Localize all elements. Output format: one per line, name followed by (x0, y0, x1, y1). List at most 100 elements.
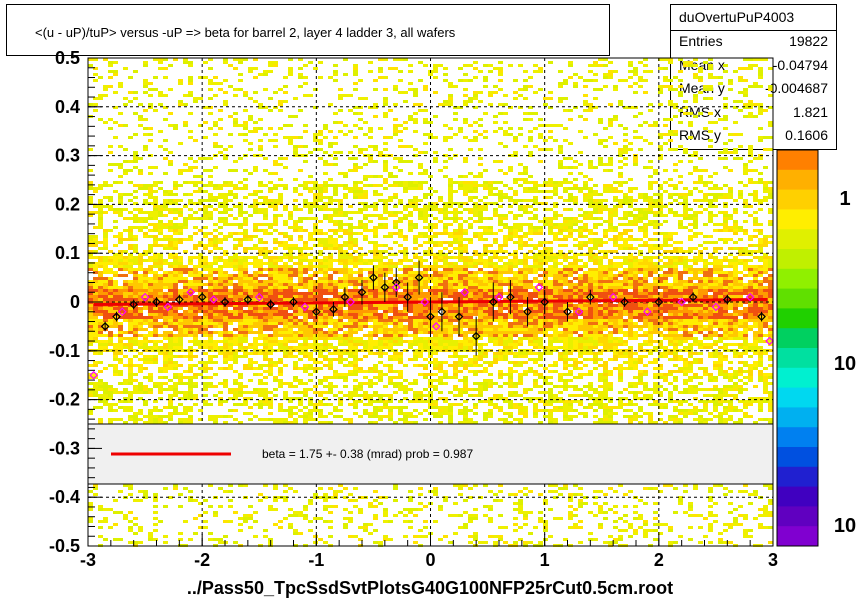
heatmap-cell (258, 286, 263, 289)
heatmap-cell (408, 334, 413, 337)
heatmap-cell (173, 364, 178, 367)
heatmap-cell (293, 391, 298, 394)
heatmap-cell (93, 205, 98, 208)
heatmap-cell (378, 76, 383, 79)
heatmap-cell (383, 244, 388, 247)
heatmap-cell (108, 199, 113, 202)
heatmap-cell (168, 223, 173, 226)
heatmap-cell (253, 265, 258, 268)
heatmap-cell (338, 325, 343, 328)
heatmap-cell (178, 379, 183, 382)
heatmap-cell (408, 181, 413, 184)
stats-value: 0.1606 (785, 127, 828, 143)
heatmap-cell (133, 220, 138, 223)
heatmap-cell (348, 517, 353, 520)
heatmap-cell (253, 205, 258, 208)
heatmap-cell (98, 328, 103, 331)
heatmap-cell (268, 403, 273, 406)
heatmap-cell (238, 88, 243, 91)
heatmap-cell (378, 283, 383, 286)
heatmap-cell (188, 490, 193, 493)
heatmap-cell (433, 292, 438, 295)
heatmap-cell (173, 322, 178, 325)
heatmap-cell (353, 322, 358, 325)
heatmap-cell (128, 391, 133, 394)
heatmap-cell (243, 334, 248, 337)
heatmap-cell (138, 217, 143, 220)
heatmap-cell (388, 358, 393, 361)
heatmap-cell (388, 184, 393, 187)
heatmap-cell (318, 193, 323, 196)
heatmap-cell (163, 343, 168, 346)
heatmap-cell (248, 172, 253, 175)
heatmap-cell (328, 253, 333, 256)
heatmap-cell (98, 319, 103, 322)
heatmap-cell (398, 340, 403, 343)
heatmap-cell (108, 262, 113, 265)
heatmap-cell (293, 421, 298, 424)
heatmap-cell (218, 118, 223, 121)
heatmap-cell (218, 145, 223, 148)
heatmap-cell (388, 280, 393, 283)
heatmap-cell (413, 337, 418, 340)
heatmap-cell (118, 538, 123, 541)
heatmap-cell (168, 346, 173, 349)
heatmap-cell (303, 337, 308, 340)
heatmap-cell (133, 334, 138, 337)
heatmap-cell (88, 283, 93, 286)
heatmap-cell (153, 505, 158, 508)
heatmap-cell (418, 322, 423, 325)
heatmap-cell (323, 124, 328, 127)
heatmap-cell (223, 379, 228, 382)
heatmap-cell (368, 184, 373, 187)
heatmap-cell (208, 58, 213, 61)
heatmap-cell (268, 325, 273, 328)
heatmap-cell (203, 136, 208, 139)
heatmap-cell (143, 376, 148, 379)
heatmap-cell (443, 223, 448, 226)
heatmap-cell (213, 76, 218, 79)
heatmap-cell (438, 307, 443, 310)
heatmap-cell (273, 316, 278, 319)
heatmap-cell (148, 211, 153, 214)
heatmap-cell (328, 217, 333, 220)
heatmap-cell (248, 247, 253, 250)
heatmap-cell (218, 505, 223, 508)
heatmap-cell (328, 145, 333, 148)
heatmap-cell (348, 349, 353, 352)
heatmap-cell (253, 247, 258, 250)
heatmap-cell (378, 322, 383, 325)
heatmap-cell (138, 541, 143, 544)
heatmap-cell (273, 418, 278, 421)
heatmap-cell (208, 88, 213, 91)
heatmap-cell (93, 331, 98, 334)
heatmap-cell (348, 418, 353, 421)
heatmap-cell (278, 88, 283, 91)
heatmap-cell (228, 214, 233, 217)
heatmap-cell (423, 340, 428, 343)
heatmap-cell (138, 316, 143, 319)
heatmap-cell (243, 325, 248, 328)
heatmap-cell (133, 325, 138, 328)
heatmap-cell (368, 106, 373, 109)
heatmap-cell (408, 205, 413, 208)
heatmap-cell (383, 97, 388, 100)
heatmap-cell (393, 382, 398, 385)
heatmap-cell (258, 304, 263, 307)
heatmap-cell (403, 328, 408, 331)
heatmap-cell (148, 259, 153, 262)
heatmap-cell (123, 388, 128, 391)
heatmap-cell (203, 499, 208, 502)
heatmap-cell (298, 532, 303, 535)
heatmap-cell (163, 364, 168, 367)
heatmap-cell (398, 511, 403, 514)
heatmap-cell (413, 358, 418, 361)
heatmap-cell (228, 313, 233, 316)
heatmap-cell (338, 361, 343, 364)
heatmap-cell (128, 247, 133, 250)
heatmap-cell (213, 247, 218, 250)
heatmap-cell (173, 181, 178, 184)
heatmap-cell (313, 202, 318, 205)
heatmap-cell (418, 163, 423, 166)
heatmap-cell (148, 106, 153, 109)
